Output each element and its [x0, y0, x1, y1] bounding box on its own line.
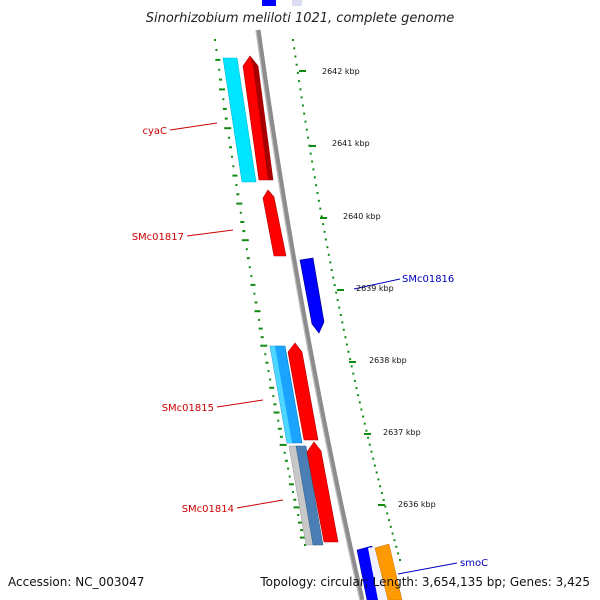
gene-label-cyac: cyaC: [142, 126, 167, 137]
accession-label: Accession: NC_003047: [8, 575, 144, 589]
scale-tick-2641: 2641 kbp: [309, 139, 370, 148]
gc-skew-track: [292, 39, 401, 561]
genome-backbone: [255, 29, 365, 600]
tick-label: 2638 kbp: [369, 356, 407, 365]
cds-feature-bottom-white: [368, 546, 388, 600]
scale-tick-2639: 2639 kbp: [337, 284, 394, 293]
leader-smc01817: [186, 229, 234, 237]
leader-smc01814: [236, 499, 284, 509]
map-title: Sinorhizobium meliloti 1021, complete ge…: [146, 11, 455, 26]
cds-feature-steel: [295, 445, 324, 546]
tick-label: 2639 kbp: [356, 284, 394, 293]
tick-label: 2637 kbp: [383, 428, 421, 437]
cds-feature-sky-light: [270, 346, 292, 443]
gene-label-smc01816: SMc01816: [402, 274, 454, 285]
scale-tick-2642: 2642 kbp: [299, 67, 360, 76]
cds-feature-smc01814: [306, 441, 339, 543]
scale-tick-2638: 2638 kbp: [349, 356, 407, 365]
cds-feature-smoc: [374, 543, 403, 600]
genome-backbone-highlight: [255, 29, 361, 600]
gene-label-smc01817: SMc01817: [132, 232, 184, 243]
genome-summary-label: Topology: circular; Length: 3,654,135 bp…: [259, 575, 590, 589]
tick-label: 2640 kbp: [343, 212, 381, 221]
gene-label-smoc: smoC: [460, 558, 488, 569]
cds-feature-smc01815: [287, 342, 319, 441]
leader-smc01816: [353, 278, 401, 290]
cds-feature-top-blue: [262, 0, 276, 6]
scale-tick-2637: 2637 kbp: [364, 428, 421, 437]
tick-label: 2642 kbp: [322, 67, 360, 76]
leader-smoc: [397, 562, 458, 575]
scale-tick-2640: 2640 kbp: [320, 212, 381, 221]
gene-label-smc01814: SMc01814: [182, 504, 234, 515]
tick-label: 2641 kbp: [332, 139, 370, 148]
cds-feature-smc01816: [299, 257, 325, 334]
cds-feature-top-pale: [292, 0, 302, 6]
leader-cyac: [169, 122, 218, 131]
gene-label-smc01815: SMc01815: [162, 403, 214, 414]
scale-tick-2636: 2636 kbp: [378, 500, 436, 509]
cds-feature-cyac-shade: [250, 56, 273, 180]
cds-feature-smc01817: [262, 189, 287, 257]
tick-label: 2636 kbp: [398, 500, 436, 509]
leader-smc01815: [216, 399, 264, 408]
cds-feature-cyan: [222, 57, 257, 183]
gc-content-track: [214, 39, 307, 546]
